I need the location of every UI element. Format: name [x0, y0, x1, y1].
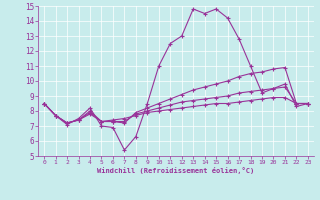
- X-axis label: Windchill (Refroidissement éolien,°C): Windchill (Refroidissement éolien,°C): [97, 167, 255, 174]
